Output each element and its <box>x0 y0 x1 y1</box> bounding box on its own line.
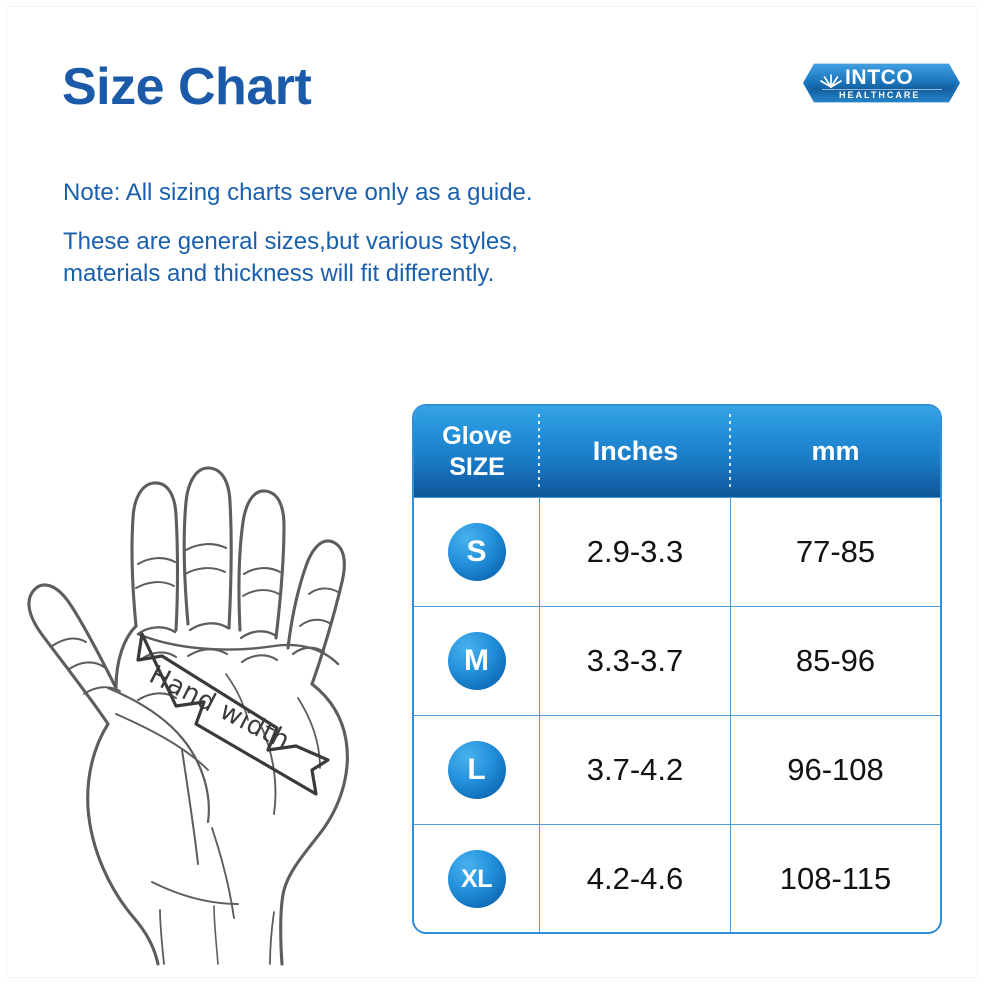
notes-block: Note: All sizing charts serve only as a … <box>63 181 703 294</box>
column-header-inches: Inches <box>592 436 679 467</box>
column-header-mm: mm <box>811 436 860 467</box>
size-cell: S <box>414 498 540 606</box>
column-header-glove-size-line2: SIZE <box>449 452 505 481</box>
status-badge: M <box>447 632 506 690</box>
mm-cell: 77-85 <box>795 534 876 569</box>
mm-cell: 85-96 <box>795 643 876 678</box>
header-separator-1 <box>538 414 540 489</box>
size-cell: XL <box>414 825 540 932</box>
status-badge: S <box>447 523 506 581</box>
starburst-icon <box>820 72 842 88</box>
size-chart-table: Glove SIZE Inches mm S 2.9-3.3 77-85 M 3… <box>412 404 942 934</box>
table-row: L 3.7-4.2 96-108 <box>414 715 940 824</box>
column-header-glove-size-line1: Glove <box>442 422 512 450</box>
status-badge: XL <box>447 850 506 908</box>
logo-divider <box>822 89 942 90</box>
column-header-glove-size: Glove SIZE <box>414 406 540 497</box>
mm-cell: 96-108 <box>787 752 884 787</box>
page-title: Size Chart <box>62 58 312 116</box>
note-line-1: Note: All sizing charts serve only as a … <box>63 179 533 206</box>
inches-cell: 2.9-3.3 <box>540 498 731 606</box>
note-line-3: materials and thickness will fit differe… <box>63 260 495 287</box>
intco-healthcare-logo: INTCO HEALTHCARE <box>803 60 960 106</box>
inches-cell: 3.7-4.2 <box>540 716 731 824</box>
open-palm-hand-illustration <box>12 398 402 968</box>
size-cell: M <box>414 607 540 715</box>
inches-cell: 4.2-4.6 <box>540 825 731 932</box>
note-line-2: These are general sizes,but various styl… <box>63 228 518 255</box>
size-cell: L <box>414 716 540 824</box>
status-badge: L <box>447 741 506 799</box>
mm-cell: 108-115 <box>779 861 892 896</box>
table-row: M 3.3-3.7 85-96 <box>414 606 940 715</box>
table-row: XL 4.2-4.6 108-115 <box>414 824 940 932</box>
header-separator-2 <box>729 414 731 489</box>
logo-wordmark: INTCO <box>845 66 914 89</box>
table-header-row: Glove SIZE Inches mm <box>414 406 940 497</box>
logo-tagline: HEALTHCARE <box>839 90 921 100</box>
inches-cell: 3.3-3.7 <box>540 607 731 715</box>
table-row: S 2.9-3.3 77-85 <box>414 497 940 606</box>
